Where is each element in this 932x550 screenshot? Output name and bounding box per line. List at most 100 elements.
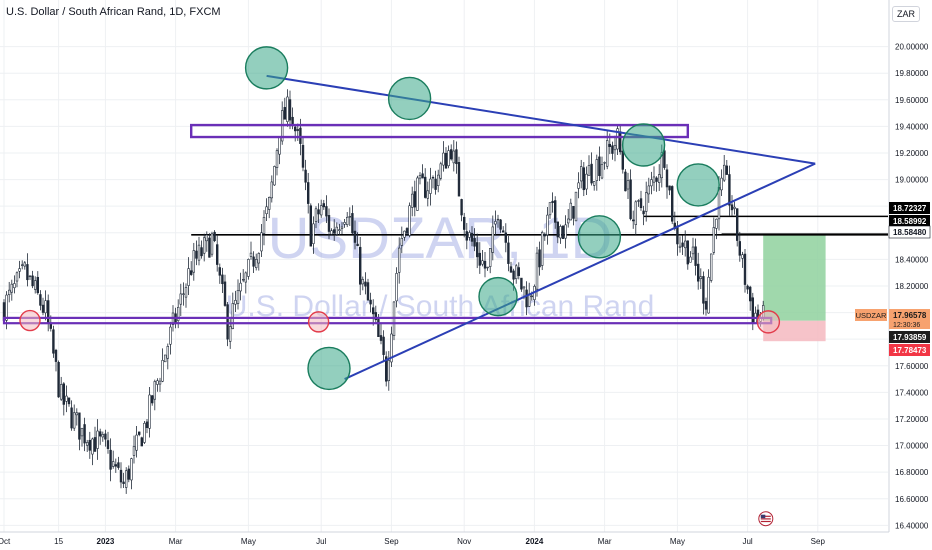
- candle-body: [301, 145, 305, 168]
- candle-body: [104, 433, 107, 440]
- candle-body: [278, 137, 281, 155]
- candle-body: [332, 229, 336, 234]
- candle-body: [546, 214, 549, 236]
- candle-body: [208, 237, 211, 258]
- candle-body: [686, 240, 690, 265]
- candle-body: [306, 182, 310, 204]
- candle-body: [80, 427, 84, 437]
- candle-body: [358, 246, 362, 285]
- candle-body: [429, 178, 432, 194]
- candle-body: [421, 173, 424, 179]
- x-tick-label: Jul: [316, 537, 326, 546]
- candle-body: [205, 234, 208, 242]
- candle-body: [39, 294, 42, 306]
- x-tick-label: Sep: [384, 537, 399, 546]
- candle-body: [366, 282, 370, 301]
- candle-body: [465, 231, 468, 241]
- candle-body: [683, 240, 687, 249]
- price-label-text: 18.58992: [893, 217, 927, 226]
- touch-circle: [756, 310, 781, 334]
- y-tick-label: 20.00000: [895, 43, 929, 52]
- candle-body: [379, 335, 383, 341]
- candle-body: [582, 167, 586, 191]
- x-tick-label: Sep: [811, 537, 826, 546]
- candle-body: [501, 230, 505, 233]
- currency-badge[interactable]: ZAR: [892, 6, 920, 22]
- candle-body: [639, 198, 643, 209]
- triangle-upper-trendline: [266, 74, 816, 165]
- candle-body: [449, 149, 453, 160]
- candle-body: [696, 263, 700, 282]
- candle-body: [496, 218, 500, 221]
- candle-body: [595, 159, 599, 181]
- candle-body: [691, 246, 695, 255]
- candle-body: [405, 228, 409, 234]
- touch-circle: [19, 309, 41, 332]
- x-tick-label: May: [670, 537, 685, 546]
- candle-body: [748, 286, 752, 302]
- candle-body: [382, 336, 385, 355]
- candle-body: [369, 299, 372, 305]
- candle-body: [356, 243, 359, 247]
- candle-body: [707, 276, 710, 314]
- candle-body: [689, 256, 692, 263]
- candle-body: [200, 247, 203, 257]
- candle-body: [413, 191, 416, 208]
- candle-body: [216, 244, 219, 265]
- candle-body: [309, 205, 312, 247]
- candle-body: [86, 442, 89, 446]
- pivot-circle: [387, 76, 432, 121]
- candle-body: [741, 254, 744, 259]
- y-tick-label: 19.00000: [895, 176, 929, 185]
- candle-body: [78, 412, 81, 440]
- candle-body: [44, 300, 47, 314]
- candle-body: [460, 199, 463, 216]
- candle-body: [559, 226, 562, 239]
- y-tick-label: 16.80000: [895, 468, 929, 477]
- price-label-text: 17.78473: [893, 346, 927, 355]
- candle-body: [20, 264, 24, 266]
- candle-body: [221, 274, 224, 285]
- triangle-lower-trendline: [344, 162, 816, 380]
- candle-body: [179, 293, 182, 305]
- candle-body: [109, 449, 112, 470]
- candle-body: [156, 380, 159, 385]
- price-label-text: 17.93859: [893, 333, 927, 342]
- candle-body: [345, 216, 349, 226]
- x-tick-label: 2024: [526, 537, 544, 546]
- candle-body: [600, 163, 604, 179]
- candle-body: [88, 439, 92, 451]
- candle-body: [338, 229, 341, 232]
- resistance-rectangle: [189, 123, 690, 139]
- candle-body: [644, 192, 648, 212]
- candles: [2, 89, 765, 494]
- candle-body: [288, 99, 292, 121]
- candle-body: [353, 230, 357, 243]
- price-label-box: [889, 331, 930, 343]
- candle-body: [746, 285, 749, 290]
- candle-body: [361, 279, 364, 285]
- candle-body: [634, 201, 638, 225]
- candle-body: [668, 185, 671, 191]
- candle-body: [733, 206, 736, 209]
- candle-body: [257, 253, 260, 264]
- flag-icon-stripe: [760, 515, 771, 517]
- candle-body: [556, 221, 560, 238]
- candle-body: [543, 233, 547, 237]
- candle-body: [106, 440, 110, 449]
- candle-body: [470, 232, 474, 242]
- candle-body: [260, 232, 263, 252]
- candle-body: [647, 185, 651, 195]
- candle-body: [629, 179, 632, 220]
- y-tick-label: 17.00000: [895, 442, 929, 451]
- candle-body: [190, 270, 193, 275]
- candle-body: [242, 279, 245, 281]
- candle-body: [720, 177, 723, 191]
- time-axis: Oct 15 2023 Mar May Jul Sep Nov 2024 Mar May Jul Sep: [0, 531, 932, 550]
- time-axis-bg: [0, 532, 932, 550]
- candle-body: [439, 163, 442, 179]
- pivot-circle: [307, 346, 351, 391]
- candle-body: [520, 277, 523, 290]
